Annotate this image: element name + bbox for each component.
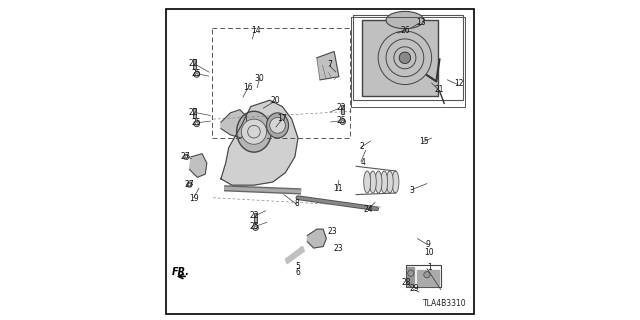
Polygon shape bbox=[221, 100, 298, 185]
Circle shape bbox=[194, 72, 200, 77]
Text: 17: 17 bbox=[278, 114, 287, 123]
Text: 20: 20 bbox=[271, 96, 280, 105]
Polygon shape bbox=[189, 154, 207, 177]
Text: 28: 28 bbox=[402, 277, 412, 286]
Text: 25: 25 bbox=[337, 116, 346, 125]
Text: 13: 13 bbox=[416, 18, 426, 27]
Bar bbox=[353, 15, 463, 100]
Text: 8: 8 bbox=[295, 199, 300, 208]
Bar bbox=[362, 20, 438, 96]
Text: TLA4B3310: TLA4B3310 bbox=[422, 300, 466, 308]
Text: 9: 9 bbox=[426, 240, 430, 249]
Text: FR.: FR. bbox=[172, 267, 190, 276]
Circle shape bbox=[253, 225, 259, 230]
Polygon shape bbox=[285, 246, 304, 264]
Text: 22: 22 bbox=[250, 212, 259, 220]
Circle shape bbox=[241, 119, 266, 144]
Circle shape bbox=[340, 119, 346, 124]
Text: 12: 12 bbox=[454, 79, 464, 88]
Bar bbox=[341, 105, 344, 115]
Text: 29: 29 bbox=[410, 284, 419, 293]
Text: 22: 22 bbox=[189, 108, 198, 117]
Text: 14: 14 bbox=[252, 26, 261, 35]
Text: 23: 23 bbox=[333, 244, 343, 253]
Text: 6: 6 bbox=[296, 268, 300, 277]
Ellipse shape bbox=[387, 171, 393, 193]
Circle shape bbox=[399, 52, 411, 63]
Bar bbox=[254, 213, 257, 223]
Text: 3: 3 bbox=[410, 186, 415, 195]
Text: 11: 11 bbox=[333, 184, 343, 193]
Text: 27: 27 bbox=[181, 152, 191, 161]
Circle shape bbox=[269, 117, 285, 133]
Bar bbox=[193, 108, 196, 117]
Text: 7: 7 bbox=[327, 60, 332, 69]
Text: 10: 10 bbox=[424, 248, 434, 257]
Circle shape bbox=[185, 156, 188, 158]
Polygon shape bbox=[187, 182, 193, 187]
Text: 1: 1 bbox=[427, 263, 432, 272]
Polygon shape bbox=[408, 267, 414, 286]
Text: 23: 23 bbox=[327, 227, 337, 236]
Text: 22: 22 bbox=[189, 59, 198, 68]
Polygon shape bbox=[317, 52, 339, 80]
Ellipse shape bbox=[381, 171, 388, 193]
Text: 15: 15 bbox=[419, 137, 429, 146]
Text: 4: 4 bbox=[360, 158, 365, 167]
Polygon shape bbox=[417, 270, 439, 286]
Text: 19: 19 bbox=[189, 194, 198, 203]
Text: 25: 25 bbox=[191, 118, 201, 127]
Ellipse shape bbox=[237, 111, 271, 152]
Ellipse shape bbox=[375, 171, 382, 193]
Text: 26: 26 bbox=[401, 26, 410, 35]
Text: 22: 22 bbox=[337, 103, 346, 112]
Text: 30: 30 bbox=[255, 74, 264, 83]
Polygon shape bbox=[221, 110, 248, 138]
Circle shape bbox=[248, 125, 260, 138]
Circle shape bbox=[341, 120, 344, 123]
Circle shape bbox=[195, 123, 198, 125]
Text: 5: 5 bbox=[296, 262, 300, 271]
Ellipse shape bbox=[386, 12, 424, 29]
Circle shape bbox=[195, 73, 198, 76]
Polygon shape bbox=[307, 229, 326, 248]
Circle shape bbox=[424, 272, 430, 278]
Circle shape bbox=[408, 270, 414, 276]
Text: 21: 21 bbox=[435, 85, 444, 94]
Text: 27: 27 bbox=[184, 180, 194, 189]
Bar bbox=[406, 265, 441, 287]
Text: 2: 2 bbox=[360, 142, 364, 151]
Circle shape bbox=[254, 226, 257, 229]
Circle shape bbox=[194, 121, 200, 127]
Text: 16: 16 bbox=[243, 83, 253, 92]
Ellipse shape bbox=[392, 171, 399, 193]
Ellipse shape bbox=[266, 113, 289, 138]
Ellipse shape bbox=[369, 171, 376, 193]
Text: 25: 25 bbox=[250, 222, 259, 231]
Ellipse shape bbox=[364, 171, 371, 193]
Text: 24: 24 bbox=[364, 205, 374, 214]
Text: 25: 25 bbox=[191, 69, 201, 78]
Bar bbox=[193, 60, 196, 69]
Circle shape bbox=[188, 183, 191, 186]
Polygon shape bbox=[184, 155, 189, 159]
